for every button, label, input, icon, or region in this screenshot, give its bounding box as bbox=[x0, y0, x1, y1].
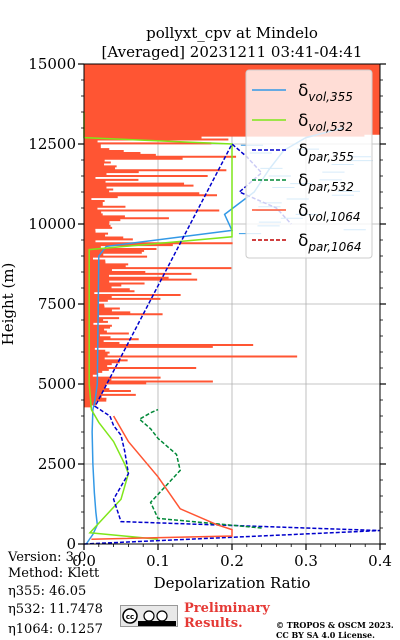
copyright-line2: CC BY SA 4.0 License. bbox=[276, 630, 375, 640]
chart-title: pollyxt_cpv at Mindelo bbox=[146, 24, 318, 42]
y-tick-label: 5000 bbox=[38, 375, 76, 393]
series-line--par-532 bbox=[138, 408, 262, 529]
legend-label: δpar,1064 bbox=[298, 231, 362, 254]
eta532-text: η532: 11.7478 bbox=[8, 602, 103, 617]
y-tick-label: 10000 bbox=[28, 215, 76, 233]
cc-logo-icon: cc bbox=[122, 608, 176, 626]
legend-label: δvol,355 bbox=[298, 81, 353, 104]
y-axis-label: Height (m) bbox=[0, 263, 17, 346]
eta355-text: η355: 46.05 bbox=[8, 584, 87, 599]
copyright-text: © TROPOS & OSCM 2023. CC BY SA 4.0 Licen… bbox=[276, 620, 394, 640]
y-tick-label: 15000 bbox=[28, 55, 76, 73]
preliminary-line2: Results. bbox=[184, 616, 243, 631]
series-line--vol-1064 bbox=[91, 415, 233, 540]
version-text: Version: 3.0 bbox=[8, 550, 87, 565]
legend: δvol,355 δvol,532 δpar,355 δpar,532 δvol,106… bbox=[245, 69, 373, 259]
y-tick-label: 0 bbox=[66, 535, 76, 553]
y-tick-label: 7500 bbox=[38, 295, 76, 313]
svg-text:cc: cc bbox=[126, 613, 134, 621]
eta1064-text: η1064: 0.1257 bbox=[8, 622, 103, 637]
preliminary-results-text: Preliminary Results. bbox=[184, 601, 270, 631]
x-tick-label: 0.3 bbox=[294, 552, 318, 570]
legend-label: δvol,1064 bbox=[298, 201, 361, 224]
preliminary-line1: Preliminary bbox=[184, 601, 270, 616]
copyright-line1: © TROPOS & OSCM 2023. bbox=[276, 620, 394, 630]
y-tick-label: 2500 bbox=[38, 455, 76, 473]
axis-ticks: 0.0 0.1 0.2 0.3 0.4 0 2500 5000 7500 10000 12500 15… bbox=[28, 55, 392, 570]
legend-label: δpar,532 bbox=[298, 171, 354, 194]
y-tick-label: 12500 bbox=[28, 135, 76, 153]
x-tick-label: 0.0 bbox=[72, 552, 96, 570]
legend-label: δvol,532 bbox=[298, 111, 353, 134]
depolarization-chart: pollyxt_cpv at Mindelo [Averaged] 202312… bbox=[0, 24, 392, 592]
x-tick-label: 0.2 bbox=[220, 552, 244, 570]
x-tick-label: 0.1 bbox=[146, 552, 170, 570]
legend-label: δpar,355 bbox=[298, 141, 354, 164]
x-axis-label: Depolarization Ratio bbox=[154, 574, 311, 592]
x-tick-label: 0.4 bbox=[368, 552, 392, 570]
cc-license-logo: cc bbox=[120, 605, 178, 627]
chart-subtitle: [Averaged] 20231211 03:41-04:41 bbox=[102, 43, 363, 61]
method-text: Method: Klett bbox=[8, 566, 100, 581]
series-line--vol-532 bbox=[83, 112, 233, 540]
legend-box bbox=[245, 69, 373, 259]
